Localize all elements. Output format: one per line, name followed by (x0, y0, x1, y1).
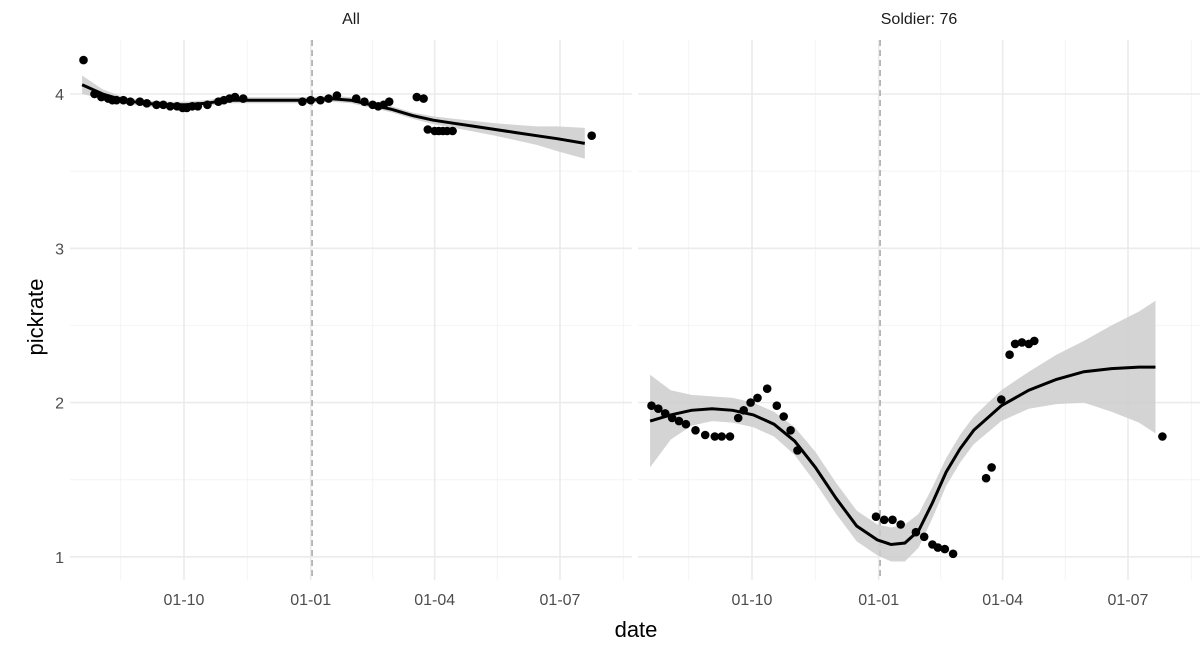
data-point (112, 95, 121, 105)
x-tick-label: 01-10 (164, 592, 205, 609)
data-point (316, 95, 325, 105)
data-point (1030, 336, 1039, 346)
data-point (412, 92, 422, 102)
data-point (152, 100, 161, 110)
data-point (940, 544, 950, 554)
data-point (587, 131, 596, 140)
facet-panel-soldier-76: 01-10 01-01 01-04 01-07 Soldier: 76 (638, 11, 1200, 609)
data-point (647, 401, 656, 411)
data-point (165, 102, 175, 111)
facet-title: All (342, 11, 360, 28)
y-axis-title: pickrate (23, 278, 48, 355)
data-point (1005, 350, 1014, 360)
data-point (419, 94, 428, 103)
y-tick-label: 2 (55, 396, 64, 413)
data-point (90, 89, 99, 99)
data-point (324, 94, 333, 103)
data-point (193, 102, 203, 111)
data-point (772, 401, 782, 411)
data-point (746, 398, 755, 407)
data-point (691, 426, 700, 435)
data-point (871, 512, 881, 521)
data-point (126, 97, 135, 106)
data-point (667, 413, 677, 423)
data-point (896, 520, 905, 529)
facet-panel-all: 01-10 01-01 01-04 01-07 All (70, 11, 632, 609)
data-point (203, 100, 212, 110)
data-point (448, 126, 457, 136)
data-point (948, 549, 958, 559)
x-tick-label: 01-04 (414, 592, 455, 609)
data-point (997, 395, 1006, 404)
data-point (79, 55, 88, 65)
data-point (919, 532, 929, 542)
data-point (135, 97, 145, 106)
data-point (660, 409, 670, 418)
data-point (762, 384, 772, 394)
data-point (142, 99, 152, 108)
x-axis-title: date (615, 617, 658, 642)
data-point (654, 404, 663, 414)
data-point (933, 543, 943, 552)
data-point (733, 413, 743, 423)
data-point (332, 91, 342, 100)
data-point (987, 463, 996, 472)
data-point (888, 515, 897, 525)
data-point (306, 95, 316, 105)
data-point (360, 97, 369, 106)
data-point (717, 432, 726, 441)
data-point (351, 94, 361, 103)
data-point (725, 432, 735, 441)
data-point (739, 406, 748, 415)
y-tick-label: 1 (55, 550, 64, 567)
data-point (753, 393, 762, 403)
data-point (230, 92, 240, 102)
data-point (1158, 432, 1167, 441)
data-point (423, 125, 433, 134)
data-point (384, 97, 394, 106)
x-tick-label: 01-07 (1108, 592, 1149, 609)
x-tick-label: 01-01 (290, 592, 331, 609)
data-point (298, 97, 307, 106)
data-point (119, 95, 128, 105)
x-tick-label: 01-07 (540, 592, 581, 609)
facet-title: Soldier: 76 (881, 11, 958, 28)
x-tick-label: 01-04 (982, 592, 1023, 609)
data-point (674, 416, 684, 426)
data-point (238, 94, 248, 103)
data-point (1010, 339, 1020, 349)
x-tick-label: 01-10 (732, 592, 773, 609)
data-point (97, 92, 106, 102)
x-tick-label: 01-01 (858, 592, 899, 609)
data-point (793, 446, 802, 455)
data-point (159, 100, 168, 110)
data-point (779, 412, 788, 421)
data-point (700, 430, 710, 440)
data-point (710, 432, 720, 441)
data-point (1017, 338, 1027, 347)
data-point (879, 515, 889, 525)
data-point (786, 426, 795, 435)
data-point (981, 473, 991, 483)
y-tick-label: 4 (55, 87, 64, 104)
smooth-trend-line (649, 365, 1156, 547)
y-tick-label: 3 (55, 241, 64, 258)
confidence-band (82, 75, 585, 159)
data-point (681, 419, 691, 429)
data-point (911, 527, 921, 537)
